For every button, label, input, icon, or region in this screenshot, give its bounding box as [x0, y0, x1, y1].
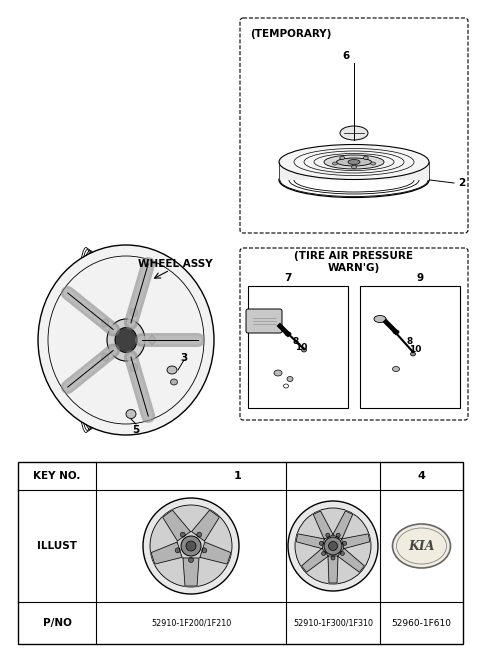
Ellipse shape: [101, 319, 108, 327]
Ellipse shape: [331, 556, 335, 560]
Text: (TIRE AIR PRESSURE
WARN'G): (TIRE AIR PRESSURE WARN'G): [295, 251, 413, 273]
Ellipse shape: [126, 409, 136, 419]
Text: WHEEL ASSY: WHEEL ASSY: [138, 259, 212, 269]
Ellipse shape: [107, 319, 145, 361]
Text: 5: 5: [132, 425, 140, 435]
Polygon shape: [338, 548, 364, 572]
Text: 9: 9: [417, 273, 423, 283]
Ellipse shape: [319, 541, 324, 545]
Polygon shape: [301, 548, 328, 572]
Ellipse shape: [340, 156, 345, 159]
Ellipse shape: [186, 541, 196, 551]
Text: 2: 2: [458, 178, 466, 188]
FancyBboxPatch shape: [246, 309, 282, 333]
Bar: [248, 286, 348, 408]
Ellipse shape: [202, 548, 207, 553]
Text: 52910-1F300/1F310: 52910-1F300/1F310: [293, 619, 373, 628]
Ellipse shape: [288, 501, 378, 591]
Ellipse shape: [324, 155, 384, 169]
Ellipse shape: [410, 352, 416, 356]
Ellipse shape: [301, 348, 307, 352]
Polygon shape: [342, 534, 370, 548]
Ellipse shape: [324, 537, 342, 555]
Ellipse shape: [150, 505, 232, 587]
Text: P/NO: P/NO: [43, 618, 72, 628]
Ellipse shape: [189, 558, 193, 562]
Ellipse shape: [181, 536, 201, 556]
Ellipse shape: [393, 330, 399, 334]
Ellipse shape: [333, 162, 337, 165]
Text: 3: 3: [180, 353, 188, 363]
Ellipse shape: [322, 552, 325, 556]
Ellipse shape: [170, 379, 178, 385]
Ellipse shape: [180, 532, 185, 537]
Text: 1: 1: [234, 471, 242, 481]
Ellipse shape: [363, 156, 368, 159]
Polygon shape: [151, 542, 182, 564]
Text: 7: 7: [284, 273, 292, 283]
Bar: [360, 286, 460, 408]
Polygon shape: [328, 556, 338, 583]
Ellipse shape: [371, 162, 375, 165]
Ellipse shape: [101, 353, 108, 361]
Polygon shape: [313, 511, 333, 539]
Ellipse shape: [340, 552, 344, 556]
Text: ILLUST: ILLUST: [37, 541, 77, 551]
Bar: [279, 162, 429, 180]
Ellipse shape: [374, 316, 386, 323]
Text: 8: 8: [293, 337, 299, 346]
Ellipse shape: [340, 126, 368, 140]
Ellipse shape: [328, 541, 337, 550]
Polygon shape: [296, 534, 324, 548]
Ellipse shape: [351, 165, 357, 169]
Ellipse shape: [175, 548, 180, 553]
Text: 52910-1F200/1F210: 52910-1F200/1F210: [151, 619, 231, 628]
Text: 10: 10: [295, 342, 307, 352]
Ellipse shape: [393, 367, 399, 371]
Text: KIA: KIA: [408, 539, 435, 552]
Text: 8: 8: [407, 337, 413, 346]
Ellipse shape: [197, 532, 202, 537]
Text: KEY NO.: KEY NO.: [33, 471, 81, 481]
Text: 52960-1F610: 52960-1F610: [392, 619, 452, 628]
Ellipse shape: [336, 158, 372, 166]
Polygon shape: [192, 510, 219, 541]
Polygon shape: [183, 558, 199, 586]
Ellipse shape: [274, 370, 282, 376]
Text: 10: 10: [409, 344, 421, 354]
Bar: [18, 462, 463, 644]
Ellipse shape: [343, 541, 347, 545]
Polygon shape: [200, 542, 231, 564]
Ellipse shape: [326, 533, 330, 537]
Polygon shape: [163, 510, 191, 541]
Ellipse shape: [143, 498, 239, 594]
Ellipse shape: [285, 332, 291, 336]
Ellipse shape: [131, 363, 138, 371]
Ellipse shape: [148, 336, 156, 344]
Ellipse shape: [295, 508, 371, 584]
Ellipse shape: [115, 327, 137, 352]
Ellipse shape: [167, 366, 177, 374]
Text: 6: 6: [342, 51, 349, 61]
Ellipse shape: [393, 524, 451, 568]
Ellipse shape: [279, 144, 429, 180]
Ellipse shape: [131, 308, 138, 316]
Ellipse shape: [336, 533, 340, 537]
Text: (TEMPORARY): (TEMPORARY): [250, 29, 331, 39]
Ellipse shape: [38, 245, 214, 435]
Ellipse shape: [348, 159, 360, 165]
Ellipse shape: [287, 377, 293, 382]
Polygon shape: [333, 511, 353, 539]
Text: 4: 4: [418, 471, 425, 481]
